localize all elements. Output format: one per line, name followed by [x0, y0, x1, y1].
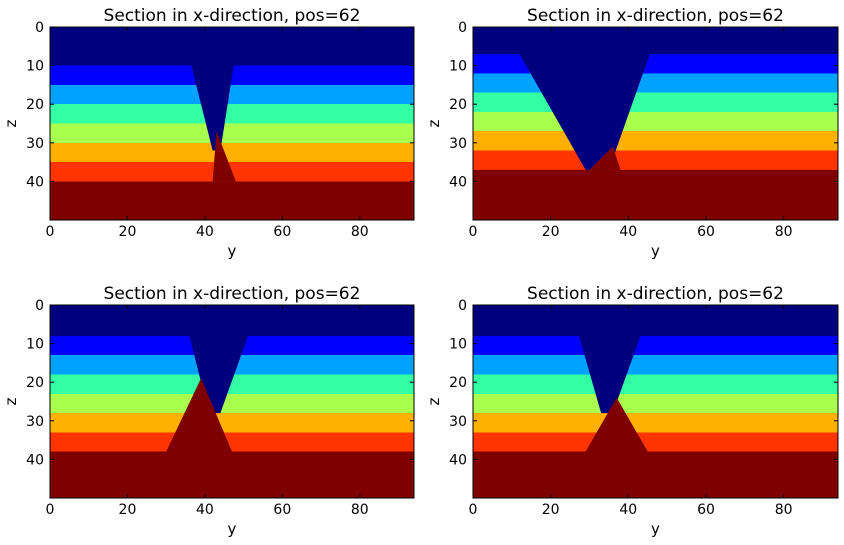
plot-frame — [49, 26, 415, 221]
channel-fill — [181, 305, 260, 414]
x-tick-label: 0 — [46, 502, 55, 518]
x-tick-label: 60 — [697, 502, 715, 518]
intrusion-fill — [212, 131, 236, 182]
plot-area — [50, 27, 414, 220]
layer-band-4 — [473, 92, 838, 112]
x-tick-label: 0 — [46, 224, 55, 240]
layer-band-6 — [473, 413, 838, 433]
intrusion-fill — [589, 146, 621, 170]
panel-title: Section in x-direction, pos=62 — [104, 284, 361, 304]
y-tick-label: 20 — [26, 375, 44, 391]
y-tick-label: 0 — [35, 20, 44, 36]
x-axis-label: y — [228, 242, 237, 260]
panel-4: 0 20 40 60 80 0 10 20 30 40 Section in x-direction… — [425, 284, 839, 538]
x-tick-label: 0 — [469, 224, 478, 240]
y-tick-label: 10 — [449, 59, 467, 75]
layer-band-8 — [50, 451, 414, 498]
layer-band-7 — [50, 432, 414, 452]
y-tick-label: 10 — [449, 337, 467, 353]
layer-band-8 — [50, 181, 414, 220]
x-tick-label: 40 — [619, 502, 637, 518]
x-tick-label: 0 — [469, 502, 478, 518]
layer-band-5 — [50, 123, 414, 143]
y-tick-label: 40 — [449, 452, 467, 468]
y-tick-label: 30 — [26, 136, 44, 152]
y-axis-label: z — [2, 119, 20, 127]
panel-title: Section in x-direction, pos=62 — [527, 6, 784, 26]
layer-band-4 — [50, 104, 414, 124]
x-tick-label: 20 — [542, 224, 560, 240]
channel-fill — [504, 27, 660, 170]
y-tick-label: 0 — [35, 298, 44, 314]
panel-title: Section in x-direction, pos=62 — [527, 284, 784, 304]
x-axis-label: y — [651, 242, 660, 260]
channel-fill — [181, 27, 240, 151]
y-axis-label: z — [2, 397, 20, 405]
x-axis-label: y — [228, 520, 237, 538]
layer-band-7 — [473, 150, 838, 170]
y-tick-label: 20 — [449, 97, 467, 113]
panel-title: Section in x-direction, pos=62 — [104, 6, 361, 26]
x-tick-label: 80 — [775, 502, 793, 518]
plot-area — [473, 27, 838, 220]
x-tick-label: 40 — [196, 224, 214, 240]
x-axis-label: y — [651, 520, 660, 538]
y-tick-label: 20 — [26, 97, 44, 113]
x-tick-label: 60 — [273, 502, 291, 518]
plot-frame — [472, 304, 839, 499]
plot-frame — [472, 26, 839, 221]
y-tick-label: 0 — [458, 20, 467, 36]
y-tick-label: 40 — [26, 174, 44, 190]
x-tick-label: 80 — [351, 502, 369, 518]
layer-band-6 — [50, 142, 414, 163]
layer-band-7 — [473, 432, 838, 452]
layer-band-5 — [473, 111, 838, 132]
layer-band-1 — [473, 305, 838, 336]
y-tick-label: 10 — [26, 337, 44, 353]
y-tick-label: 30 — [449, 136, 467, 152]
x-tick-label: 20 — [119, 502, 137, 518]
layer-band-8 — [473, 169, 838, 220]
layer-band-2 — [473, 335, 838, 356]
y-tick-label: 30 — [26, 414, 44, 430]
plot-area — [50, 305, 414, 498]
intrusion-fill — [166, 378, 232, 452]
panel-3: 0 20 40 60 80 0 10 20 30 40 Section in x-direction… — [2, 284, 415, 538]
y-tick-label: 20 — [449, 375, 467, 391]
x-tick-label: 60 — [273, 224, 291, 240]
layer-band-3 — [473, 355, 838, 375]
x-tick-label: 20 — [542, 502, 560, 518]
plot-area — [473, 305, 838, 498]
y-tick-label: 40 — [26, 452, 44, 468]
layer-band-3 — [50, 84, 414, 105]
panel-1: 0 20 40 60 80 0 10 20 30 40 Section in x-direction… — [2, 6, 415, 260]
channel-fill — [570, 305, 652, 414]
y-tick-label: 0 — [458, 298, 467, 314]
y-tick-label: 40 — [449, 174, 467, 190]
layer-band-3 — [473, 73, 838, 93]
plot-frame — [49, 304, 415, 499]
x-tick-label: 40 — [196, 502, 214, 518]
y-axis-label: z — [425, 119, 443, 127]
layer-band-5 — [473, 393, 838, 414]
layer-band-6 — [50, 413, 414, 433]
layer-band-6 — [473, 131, 838, 151]
x-tick-label: 20 — [119, 224, 137, 240]
panel-2: 0 20 40 60 80 0 10 20 30 40 Section in x-direction… — [425, 6, 839, 260]
x-tick-label: 60 — [697, 224, 715, 240]
intrusion-fill — [585, 397, 648, 452]
y-tick-label: 30 — [449, 414, 467, 430]
x-tick-label: 80 — [775, 224, 793, 240]
x-tick-label: 80 — [351, 224, 369, 240]
layer-band-4 — [473, 374, 838, 394]
x-tick-label: 40 — [619, 224, 637, 240]
y-axis-label: z — [425, 397, 443, 405]
y-tick-label: 10 — [26, 59, 44, 75]
layer-band-8 — [473, 451, 838, 498]
layer-band-5 — [50, 393, 414, 414]
layer-band-4 — [50, 374, 414, 394]
